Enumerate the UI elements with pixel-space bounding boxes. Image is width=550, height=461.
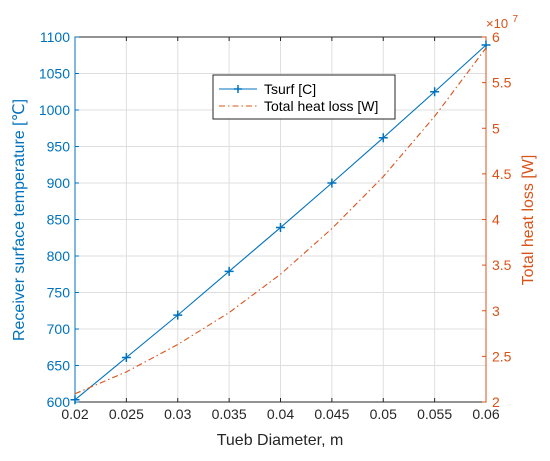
legend: Tsurf [C] Total heat loss [W] <box>212 74 396 120</box>
legend-label-tsurf: Tsurf [C] <box>264 81 316 97</box>
y-right-tick-label: 2.5 <box>492 348 512 364</box>
right-axis-exponent-base: ×10 <box>486 16 508 31</box>
data-point-marker <box>327 178 337 188</box>
right-axis-exponent-power: 7 <box>513 14 519 25</box>
x-tick-label: 0.04 <box>267 406 294 422</box>
series-line-heat-loss <box>74 47 487 395</box>
y-left-tick-label: 800 <box>47 248 71 264</box>
x-tick-label: 0.045 <box>314 406 349 422</box>
data-point-marker <box>173 310 183 320</box>
y-axis-left-label: Receiver surface temperature [℃] <box>11 99 28 341</box>
legend-box <box>212 74 396 120</box>
y-left-tick-label: 1000 <box>39 102 70 118</box>
y-right-tick-label: 2 <box>492 394 500 410</box>
y-left-tick-label: 600 <box>47 394 71 410</box>
y-right-tick-label: 5 <box>492 120 500 136</box>
data-point-marker <box>224 266 234 276</box>
y-left-tick-label: 850 <box>47 212 71 228</box>
y-left-tick-label: 700 <box>47 321 71 337</box>
y-right-tick-label: 3.5 <box>492 257 512 273</box>
y-right-tick-label: 4.5 <box>492 166 512 182</box>
x-tick-label: 0.055 <box>417 406 452 422</box>
y-left-tick-label: 650 <box>47 358 71 374</box>
x-tick-label: 0.025 <box>109 406 144 422</box>
x-tick-label: 0.05 <box>370 406 397 422</box>
y-left-tick-label: 950 <box>47 139 71 155</box>
x-tick-label: 0.06 <box>472 406 499 422</box>
data-point-marker <box>276 223 285 233</box>
data-point-marker <box>430 87 440 97</box>
y-right-tick-label: 6 <box>492 29 500 45</box>
x-axis-label: Tueb Diameter, m <box>217 432 344 449</box>
series <box>70 40 491 405</box>
y-right-tick-label: 3 <box>492 303 500 319</box>
data-point-marker <box>70 395 80 405</box>
y-right-tick-label: 5.5 <box>492 75 512 91</box>
legend-marker-tsurf <box>234 85 242 93</box>
legend-label-heat-loss: Total heat loss [W] <box>264 98 378 114</box>
y-axis-right-label: Total heat loss [W] <box>520 155 537 286</box>
data-point-marker <box>121 352 131 362</box>
axes: 0.02 0.025 0.03 0.035 0.04 0.045 0.05 0.055 0.06… <box>39 29 512 422</box>
x-tick-label: 0.02 <box>61 406 88 422</box>
y-left-tick-label: 900 <box>47 175 71 191</box>
x-tick-label: 0.035 <box>212 406 247 422</box>
y-left-tick-label: 1050 <box>39 66 70 82</box>
y-right-tick-label: 4 <box>492 212 500 228</box>
right-axis-exponent: ×10 7 <box>486 14 519 32</box>
x-tick-label: 0.03 <box>164 406 191 422</box>
y-left-tick-label: 1100 <box>40 29 70 45</box>
data-point-marker <box>378 133 388 143</box>
y-left-tick-label: 750 <box>47 285 71 301</box>
